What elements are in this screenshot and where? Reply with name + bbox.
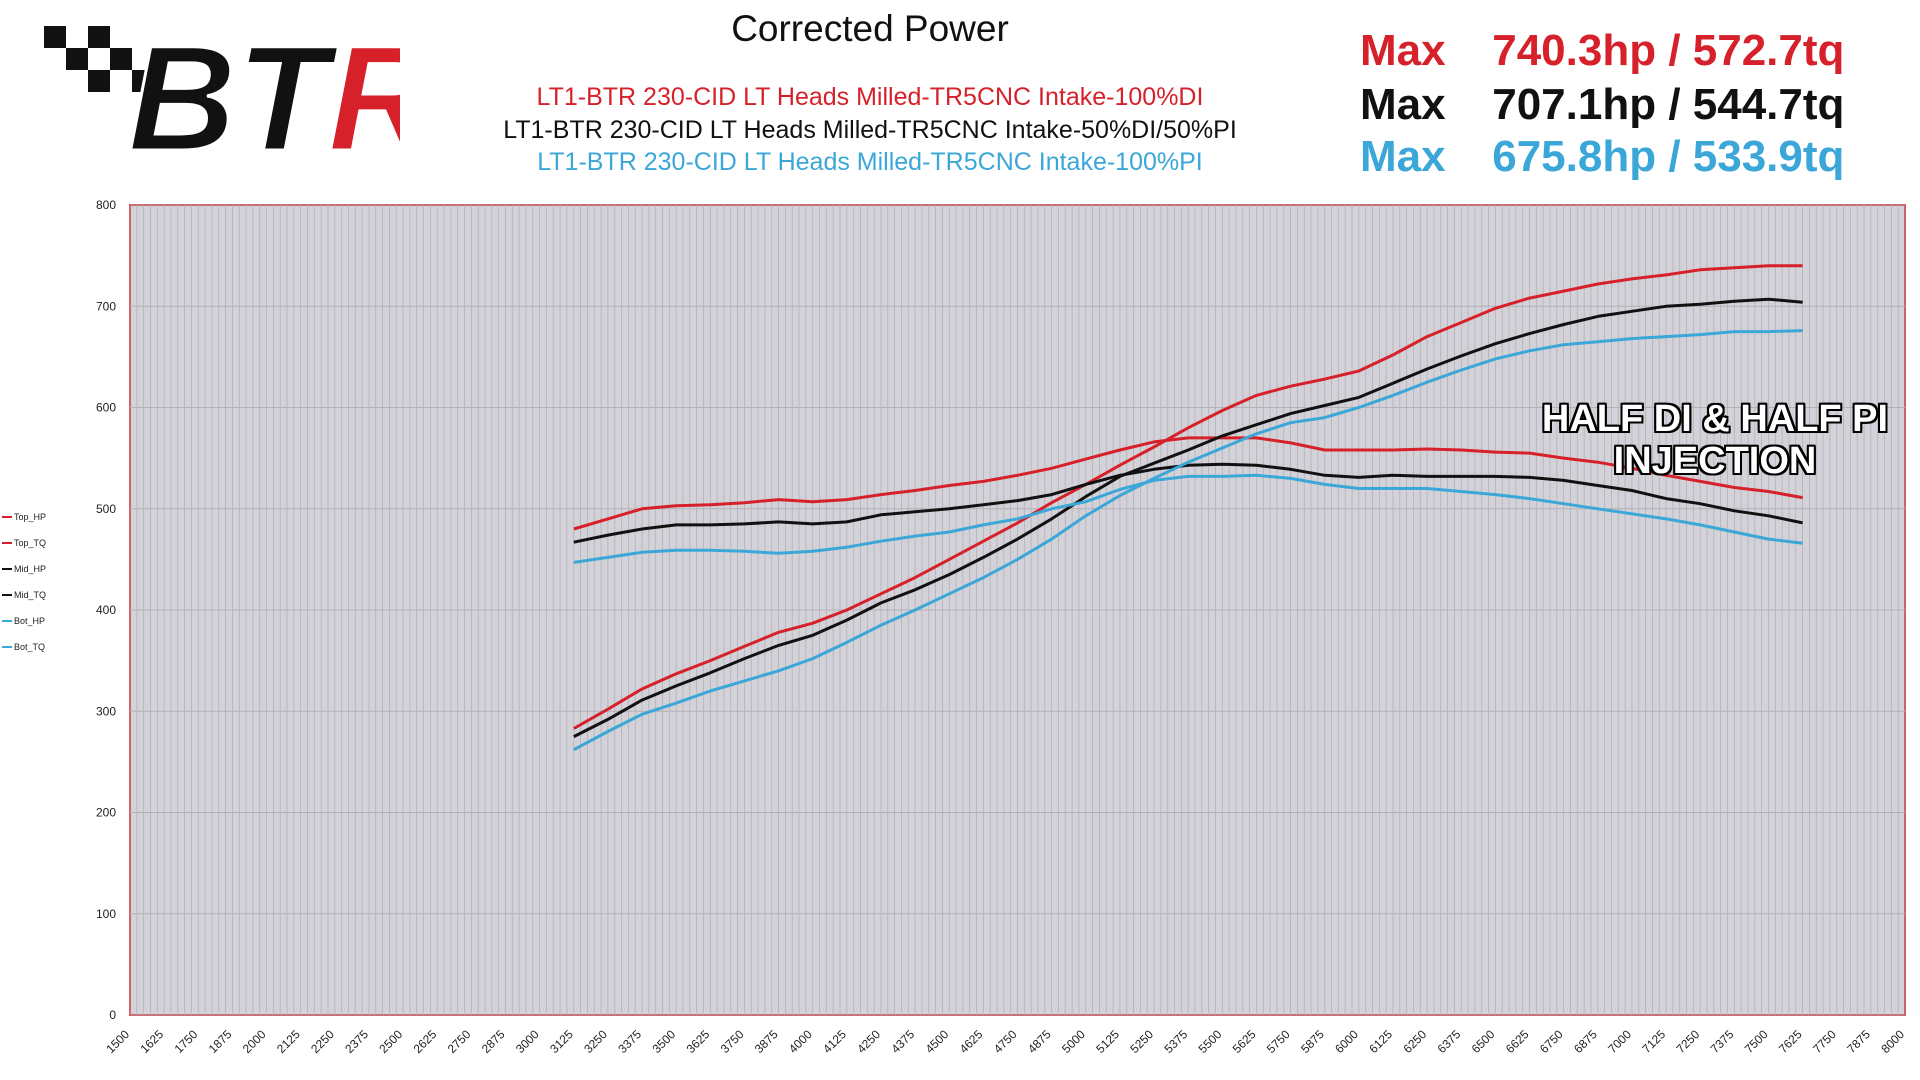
x-tick-label: 6500 — [1469, 1027, 1498, 1056]
y-axis: 0 100 200 300 400 500 600 700 800 — [96, 198, 116, 1022]
max-value-3: 675.8hp / 533.9tq — [1492, 132, 1845, 181]
run-label-1: LT1-BTR 230-CID LT Heads Milled-TR5CNC I… — [536, 83, 1204, 111]
series-line-Mid_HP — [573, 297, 1803, 738]
series-line-Bot_HP — [573, 329, 1803, 752]
logo-text: BTR — [128, 18, 400, 166]
x-tick-label: 6750 — [1537, 1027, 1566, 1056]
x-tick-label: 7500 — [1742, 1027, 1771, 1056]
x-tick-label: 4750 — [991, 1027, 1020, 1056]
max-value-1: 740.3hp / 572.7tq — [1492, 26, 1845, 75]
x-tick-label: 1875 — [206, 1027, 235, 1056]
x-tick-label: 3875 — [752, 1027, 781, 1056]
y-tick-label: 500 — [96, 502, 116, 516]
y-tick-label: 800 — [96, 198, 116, 212]
y-tick-label: 300 — [96, 704, 116, 718]
x-tick-label: 1500 — [103, 1027, 132, 1056]
x-tick-label: 6375 — [1435, 1027, 1464, 1056]
x-tick-label: 4000 — [786, 1027, 815, 1056]
x-tick-label: 4875 — [1025, 1027, 1054, 1056]
checkered-flag-icon — [44, 26, 154, 92]
x-tick-label: 5000 — [1059, 1027, 1088, 1056]
legend-label: Mid_TQ — [14, 590, 46, 600]
max-line-3: Max 675.8hp / 533.9tq — [1360, 132, 1900, 182]
run-label-3: LT1-BTR 230-CID LT Heads Milled-TR5CNC I… — [537, 148, 1203, 176]
x-tick-label: 2125 — [274, 1027, 303, 1056]
x-tick-label: 4500 — [923, 1027, 952, 1056]
x-tick-label: 8000 — [1878, 1027, 1907, 1056]
x-axis: 1500 1625 1750 1875 2000 2125 2250 2375 2500 2625… — [103, 1027, 1907, 1056]
x-tick-label: 7875 — [1844, 1027, 1873, 1056]
x-tick-label: 5625 — [1230, 1027, 1259, 1056]
y-tick-label: 0 — [109, 1008, 116, 1022]
btr-logo: BTR — [44, 18, 400, 166]
x-tick-label: 6875 — [1571, 1027, 1600, 1056]
legend-label: Bot_TQ — [14, 642, 45, 652]
x-tick-label: 5875 — [1298, 1027, 1327, 1056]
y-tick-label: 600 — [96, 401, 116, 415]
x-tick-label: 4625 — [957, 1027, 986, 1056]
annotation-line-2: INJECTION — [1613, 440, 1817, 482]
x-tick-label: 4125 — [820, 1027, 849, 1056]
x-tick-label: 7000 — [1605, 1027, 1634, 1056]
legend: Top_HP Top_TQ Mid_HP Mid_TQ Bot_HP Bot_TQ — [2, 512, 46, 652]
x-tick-label: 7250 — [1674, 1027, 1703, 1056]
x-tick-label: 5375 — [1162, 1027, 1191, 1056]
x-tick-label: 5250 — [1127, 1027, 1156, 1056]
x-tick-label: 3375 — [615, 1027, 644, 1056]
x-tick-label: 6000 — [1332, 1027, 1361, 1056]
power-chart: 0 100 200 300 400 500 600 700 800 1500 1625 1750 18… — [2, 198, 1907, 1056]
x-tick-label: 2875 — [479, 1027, 508, 1056]
legend-label: Mid_HP — [14, 564, 46, 574]
legend-label: Bot_HP — [14, 616, 45, 626]
x-tick-label: 5500 — [1196, 1027, 1225, 1056]
series-line-Top_HP — [573, 264, 1803, 730]
chart-title: Corrected Power — [731, 8, 1009, 49]
x-tick-label: 3125 — [547, 1027, 576, 1056]
x-tick-label: 4375 — [888, 1027, 917, 1056]
x-tick-label: 6125 — [1366, 1027, 1395, 1056]
y-tick-label: 400 — [96, 603, 116, 617]
series-lines — [573, 264, 1803, 752]
x-tick-label: 7750 — [1810, 1027, 1839, 1056]
x-tick-label: 7375 — [1708, 1027, 1737, 1056]
x-tick-label: 4250 — [854, 1027, 883, 1056]
x-tick-label: 7625 — [1776, 1027, 1805, 1056]
grid — [129, 204, 1906, 1016]
series-line-Mid_TQ — [573, 462, 1803, 544]
x-tick-label: 1625 — [137, 1027, 166, 1056]
x-tick-label: 7125 — [1639, 1027, 1668, 1056]
run-label-2: LT1-BTR 230-CID LT Heads Milled-TR5CNC I… — [503, 116, 1237, 144]
y-tick-label: 200 — [96, 806, 116, 820]
legend-label: Top_TQ — [14, 538, 46, 548]
x-tick-label: 2750 — [445, 1027, 474, 1056]
max-label-2: Max — [1360, 80, 1446, 129]
max-line-1: Max 740.3hp / 572.7tq — [1360, 26, 1900, 76]
x-tick-label: 5750 — [1264, 1027, 1293, 1056]
x-tick-label: 5125 — [1093, 1027, 1122, 1056]
x-tick-label: 2000 — [240, 1027, 269, 1056]
series-line-Bot_TQ — [573, 473, 1803, 564]
max-line-2: Max 707.1hp / 544.7tq — [1360, 80, 1900, 130]
y-tick-label: 700 — [96, 299, 116, 313]
x-tick-label: 3500 — [649, 1027, 678, 1056]
x-tick-label: 2625 — [411, 1027, 440, 1056]
x-tick-label: 2500 — [376, 1027, 405, 1056]
series-line-Top_TQ — [573, 436, 1803, 531]
annotation-line-1: HALF DI & HALF PI — [1541, 398, 1889, 440]
x-tick-label: 3000 — [513, 1027, 542, 1056]
x-tick-label: 6625 — [1503, 1027, 1532, 1056]
x-tick-label: 2375 — [342, 1027, 371, 1056]
x-tick-label: 3250 — [581, 1027, 610, 1056]
x-tick-label: 1750 — [172, 1027, 201, 1056]
max-label-1: Max — [1360, 26, 1446, 75]
x-tick-label: 3625 — [684, 1027, 713, 1056]
max-label-3: Max — [1360, 132, 1446, 181]
x-tick-label: 2250 — [308, 1027, 337, 1056]
y-tick-label: 100 — [96, 907, 116, 921]
x-tick-label: 3750 — [718, 1027, 747, 1056]
x-tick-label: 6250 — [1400, 1027, 1429, 1056]
max-value-2: 707.1hp / 544.7tq — [1492, 80, 1845, 129]
legend-label: Top_HP — [14, 512, 46, 522]
